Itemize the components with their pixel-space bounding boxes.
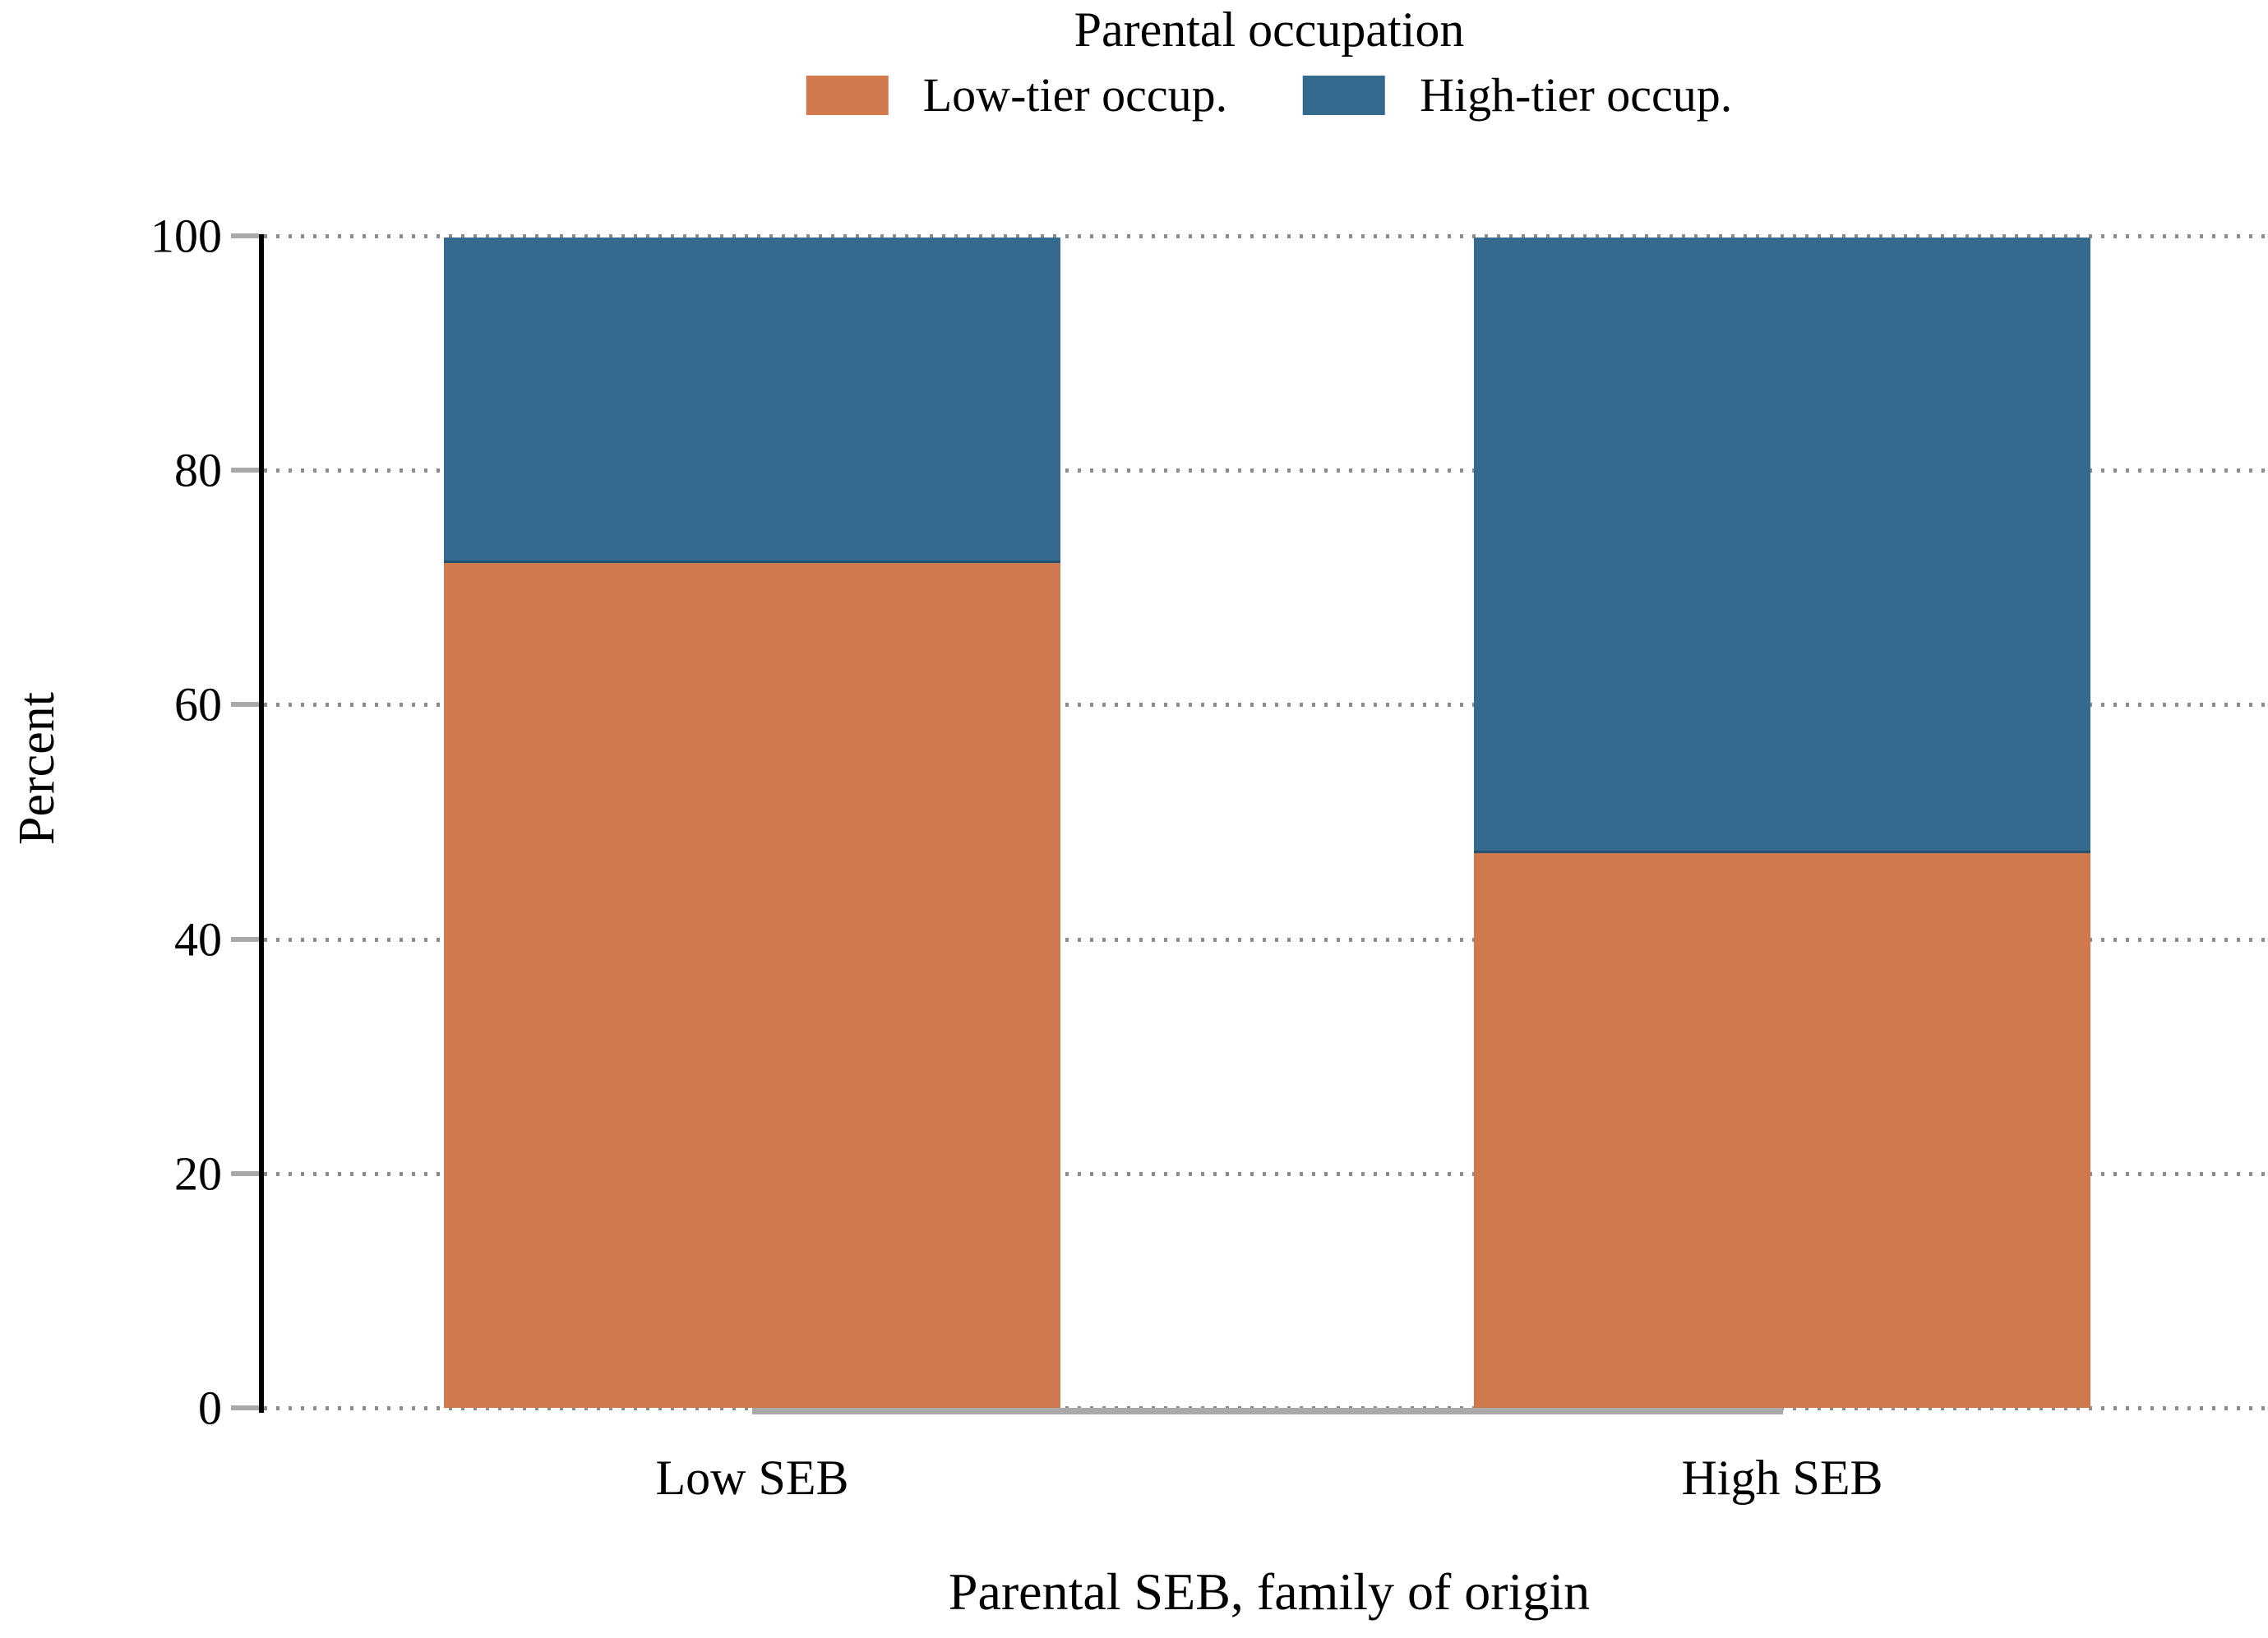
gridline-40 [264, 937, 2265, 942]
y-tick-label-100: 100 [150, 209, 222, 263]
bar-segment-low-tier-occup-high-seb [1474, 853, 2090, 1408]
x-baseline [752, 1408, 1783, 1414]
y-tick-20 [231, 1170, 259, 1176]
gridline-60 [264, 703, 2265, 708]
y-tick-0 [231, 1405, 259, 1410]
y-tick-80 [231, 468, 259, 473]
legend-item-low-tier-occup: Low-tier occup. [806, 67, 1227, 122]
bar-segment-high-tier-occup-high-seb [1474, 238, 2090, 854]
y-tick-60 [231, 702, 259, 708]
legend-title: Parental occupation [1074, 2, 1465, 57]
bar-high-seb [1474, 238, 2090, 1408]
x-category-label-high-seb: High SEB [1681, 1451, 1883, 1505]
y-tick-100 [231, 233, 259, 238]
y-tick-label-60: 60 [174, 677, 222, 731]
gridline-80 [264, 468, 2265, 473]
legend-label-low-tier-occup: Low-tier occup. [922, 68, 1228, 122]
bar-segment-high-tier-occup-low-seb [444, 238, 1060, 563]
legend-item-high-tier-occup: High-tier occup. [1303, 67, 1732, 122]
legend-swatch-high-tier-occup [1303, 75, 1386, 115]
y-tick-label-40: 40 [174, 912, 222, 967]
y-axis-line [259, 234, 264, 1413]
y-tick-label-80: 80 [174, 443, 222, 497]
x-category-label-low-seb: Low SEB [655, 1451, 849, 1505]
legend: Low-tier occup. High-tier occup. [806, 67, 1732, 122]
gridline-20 [264, 1171, 2265, 1176]
legend-swatch-low-tier-occup [806, 75, 889, 115]
legend-label-high-tier-occup: High-tier occup. [1420, 68, 1733, 122]
y-tick-40 [231, 936, 259, 942]
bar-segment-low-tier-occup-low-seb [444, 562, 1060, 1408]
x-axis-title: Parental SEB, family of origin [948, 1562, 1591, 1621]
y-tick-label-0: 0 [198, 1381, 222, 1435]
y-tick-label-20: 20 [174, 1147, 222, 1201]
gridline-100 [264, 234, 2265, 238]
bar-low-seb [444, 238, 1060, 1408]
